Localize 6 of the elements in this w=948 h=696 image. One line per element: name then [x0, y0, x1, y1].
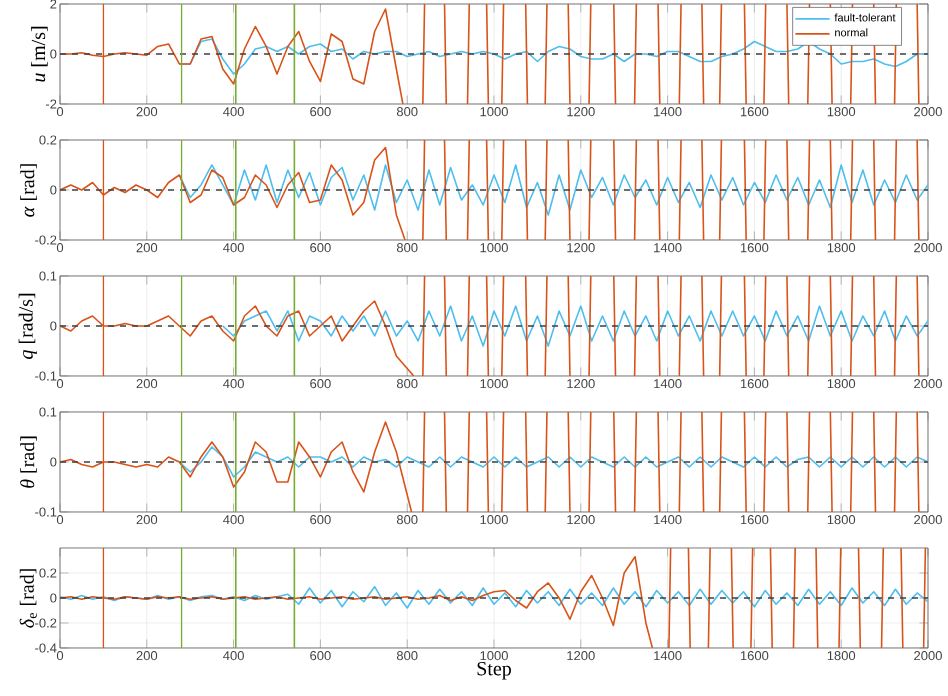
y-axis-title: δ$_{e}$ [rad]	[19, 569, 37, 628]
y-axis-title: u [m/s]	[31, 26, 48, 82]
y-axis-title: q [rad/s]	[18, 293, 37, 359]
y-axis-title: α [rad]	[20, 164, 37, 217]
x-axis-title: Step	[477, 661, 512, 680]
y-axis-title: θ [rad]	[20, 436, 37, 488]
